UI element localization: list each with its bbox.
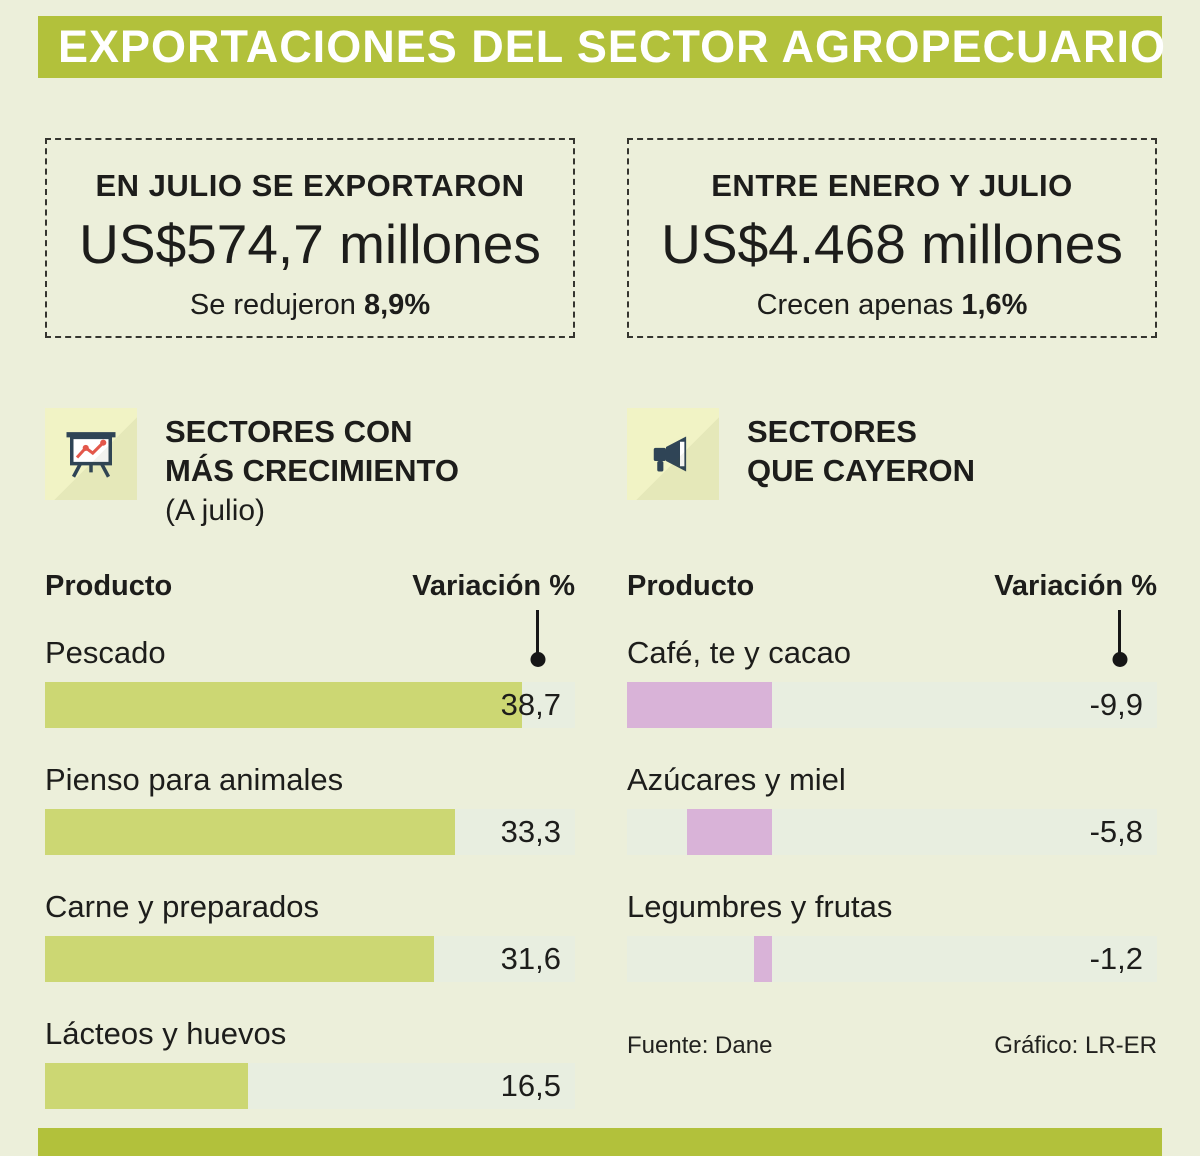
page-title: EXPORTACIONES DEL SECTOR AGROPECUARIO bbox=[58, 21, 1166, 72]
column-header-product: Producto bbox=[627, 570, 755, 602]
bar-track: 33,3 bbox=[45, 809, 575, 855]
chart-title-line: QUE CAYERON bbox=[747, 453, 975, 488]
table-row: Lácteos y huevos 16,5 bbox=[45, 1015, 575, 1109]
table-row: Café, te y cacao -9,9 bbox=[627, 634, 1157, 728]
bottom-banner bbox=[38, 1128, 1162, 1156]
bar bbox=[686, 809, 772, 855]
column-header-variation: Variación % bbox=[994, 570, 1157, 602]
table-row: Azúcares y miel -5,8 bbox=[627, 761, 1157, 855]
bar-track: 31,6 bbox=[45, 936, 575, 982]
summary-note-value: 8,9% bbox=[364, 289, 431, 321]
chart-board-icon bbox=[45, 408, 137, 500]
summary-row: EN JULIO SE EXPORTARON US$574,7 millones… bbox=[45, 138, 1157, 338]
bar bbox=[627, 682, 772, 728]
summary-box-ytd: ENTRE ENERO Y JULIO US$4.468 millones Cr… bbox=[627, 138, 1157, 338]
bar bbox=[45, 809, 456, 855]
summary-note: Crecen apenas 1,6% bbox=[629, 289, 1155, 322]
row-label: Carne y preparados bbox=[45, 889, 319, 924]
table-row: Legumbres y frutas -1,2 bbox=[627, 888, 1157, 982]
chart-title-line: SECTORES CON bbox=[165, 414, 413, 449]
chart-growth: SECTORES CON MÁS CRECIMIENTO (A julio) P… bbox=[45, 408, 575, 1142]
bar-value: -1,2 bbox=[1089, 941, 1143, 976]
bar-value: -5,8 bbox=[1089, 814, 1143, 849]
bar-track: -5,8 bbox=[627, 809, 1157, 855]
row-label: Pienso para animales bbox=[45, 762, 344, 797]
source-text: Fuente: Dane bbox=[627, 1032, 773, 1059]
bar-value: 33,3 bbox=[500, 814, 561, 849]
bar bbox=[45, 682, 522, 728]
bar-value: 31,6 bbox=[500, 941, 561, 976]
chart-title-line: MÁS CRECIMIENTO bbox=[165, 453, 459, 488]
summary-note: Se redujeron 8,9% bbox=[47, 289, 573, 322]
summary-amount: US$4.468 millones bbox=[661, 213, 1123, 275]
chart-decline: SECTORES QUE CAYERON Producto Variación … bbox=[627, 408, 1157, 1142]
bar-track: 16,5 bbox=[45, 1063, 575, 1109]
chart-growth-header: SECTORES CON MÁS CRECIMIENTO (A julio) bbox=[45, 408, 575, 570]
row-label: Legumbres y frutas bbox=[627, 889, 893, 924]
bar-track: -1,2 bbox=[627, 936, 1157, 982]
chart-growth-titles: SECTORES CON MÁS CRECIMIENTO (A julio) bbox=[165, 408, 459, 570]
column-header-product: Producto bbox=[45, 570, 173, 602]
charts-row: SECTORES CON MÁS CRECIMIENTO (A julio) P… bbox=[45, 408, 1157, 1142]
bar-track: -9,9 bbox=[627, 682, 1157, 728]
credit-text: Gráfico: LR-ER bbox=[994, 1032, 1157, 1059]
megaphone-icon bbox=[627, 408, 719, 500]
variation-pointer-line bbox=[1118, 610, 1121, 660]
table-row: Pienso para animales 33,3 bbox=[45, 761, 575, 855]
chart-growth-columns-header: Producto Variación % bbox=[45, 570, 575, 660]
summary-box-july: EN JULIO SE EXPORTARON US$574,7 millones… bbox=[45, 138, 575, 338]
summary-heading: EN JULIO SE EXPORTARON bbox=[95, 168, 525, 203]
bar-value: -9,9 bbox=[1089, 687, 1143, 722]
row-label: Café, te y cacao bbox=[627, 635, 852, 670]
chart-decline-header: SECTORES QUE CAYERON bbox=[627, 408, 1157, 570]
bar-value: 38,7 bbox=[500, 687, 561, 722]
table-row: Carne y preparados 31,6 bbox=[45, 888, 575, 982]
chart-decline-columns-header: Producto Variación % bbox=[627, 570, 1157, 660]
chart-title-line: SECTORES bbox=[747, 414, 917, 449]
bar-track: 38,7 bbox=[45, 682, 575, 728]
summary-amount: US$574,7 millones bbox=[79, 213, 541, 275]
bar bbox=[754, 936, 772, 982]
chart-decline-titles: SECTORES QUE CAYERON bbox=[747, 408, 975, 570]
page-title-banner: EXPORTACIONES DEL SECTOR AGROPECUARIO bbox=[38, 16, 1165, 78]
summary-note-prefix: Crecen apenas bbox=[756, 289, 962, 321]
bar bbox=[45, 1063, 249, 1109]
summary-note-value: 1,6% bbox=[961, 289, 1028, 321]
row-label: Azúcares y miel bbox=[627, 762, 846, 797]
summary-note-prefix: Se redujeron bbox=[189, 289, 364, 321]
summary-heading: ENTRE ENERO Y JULIO bbox=[711, 168, 1073, 203]
row-label: Pescado bbox=[45, 635, 166, 670]
source-row: Fuente: Dane Gráfico: LR-ER bbox=[627, 1032, 1157, 1060]
column-header-variation: Variación % bbox=[412, 570, 575, 602]
chart-subtitle: (A julio) bbox=[165, 494, 266, 527]
row-label: Lácteos y huevos bbox=[45, 1016, 287, 1051]
table-row: Pescado 38,7 bbox=[45, 634, 575, 728]
bar-value: 16,5 bbox=[500, 1068, 561, 1103]
bar bbox=[45, 936, 435, 982]
variation-pointer-line bbox=[536, 610, 539, 660]
